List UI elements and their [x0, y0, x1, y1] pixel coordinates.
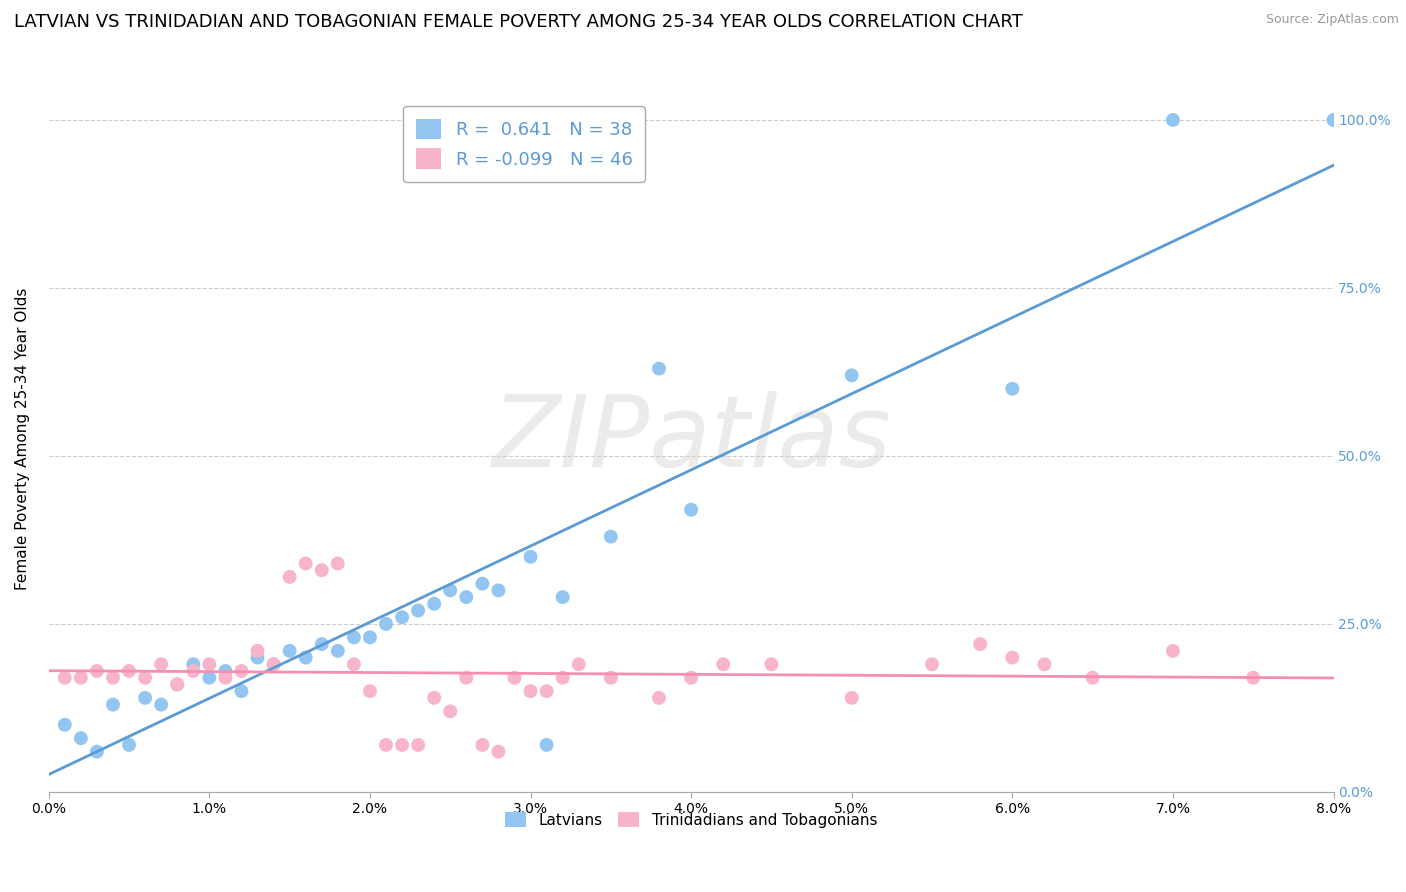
Point [921, 657, 943, 672]
Point [134, 690, 156, 705]
Point [150, 698, 173, 712]
Point [278, 570, 301, 584]
Point [53, 718, 76, 732]
Point [841, 690, 863, 705]
Point [1001, 382, 1024, 396]
Point [101, 698, 124, 712]
Point [214, 664, 236, 678]
Point [1241, 671, 1264, 685]
Point [1033, 657, 1056, 672]
Point [359, 631, 381, 645]
Point [118, 664, 141, 678]
Point [1001, 650, 1024, 665]
Point [551, 671, 574, 685]
Point [536, 684, 558, 698]
Point [391, 738, 413, 752]
Point [599, 671, 621, 685]
Point [375, 738, 398, 752]
Point [969, 637, 991, 651]
Point [1161, 112, 1184, 127]
Point [456, 671, 478, 685]
Point [294, 557, 316, 571]
Point [761, 657, 783, 672]
Point [1322, 112, 1344, 127]
Point [711, 657, 734, 672]
Point [343, 657, 366, 672]
Point [486, 583, 509, 598]
Point [118, 738, 141, 752]
Point [198, 657, 221, 672]
Point [648, 361, 671, 376]
Point [263, 657, 285, 672]
Point [326, 557, 349, 571]
Point [1081, 671, 1104, 685]
Point [214, 671, 236, 685]
Point [278, 644, 301, 658]
Point [471, 738, 494, 752]
Point [486, 745, 509, 759]
Point [648, 690, 671, 705]
Point [150, 657, 173, 672]
Point [86, 745, 108, 759]
Point [375, 617, 398, 632]
Point [536, 738, 558, 752]
Point [86, 664, 108, 678]
Point [294, 650, 316, 665]
Point [198, 671, 221, 685]
Point [70, 671, 93, 685]
Point [311, 637, 333, 651]
Point [181, 657, 204, 672]
Point [326, 644, 349, 658]
Point [231, 684, 253, 698]
Point [53, 671, 76, 685]
Text: ZIPatlas: ZIPatlas [491, 391, 891, 488]
Point [311, 563, 333, 577]
Text: LATVIAN VS TRINIDADIAN AND TOBAGONIAN FEMALE POVERTY AMONG 25-34 YEAR OLDS CORRE: LATVIAN VS TRINIDADIAN AND TOBAGONIAN FE… [14, 13, 1022, 31]
Text: Source: ZipAtlas.com: Source: ZipAtlas.com [1265, 13, 1399, 27]
Point [519, 684, 541, 698]
Point [841, 368, 863, 383]
Point [681, 502, 703, 516]
Point [423, 597, 446, 611]
Point [551, 590, 574, 604]
Point [1161, 644, 1184, 658]
Point [503, 671, 526, 685]
Point [246, 650, 269, 665]
Point [166, 677, 188, 691]
Legend: Latvians, Trinidadians and Tobagonians: Latvians, Trinidadians and Tobagonians [499, 805, 883, 834]
Point [391, 610, 413, 624]
Point [70, 731, 93, 746]
Point [101, 671, 124, 685]
Point [231, 664, 253, 678]
Y-axis label: Female Poverty Among 25-34 Year Olds: Female Poverty Among 25-34 Year Olds [15, 288, 30, 591]
Point [181, 664, 204, 678]
Point [423, 690, 446, 705]
Point [568, 657, 591, 672]
Point [134, 671, 156, 685]
Point [359, 684, 381, 698]
Point [519, 549, 541, 564]
Point [263, 657, 285, 672]
Point [456, 590, 478, 604]
Point [406, 603, 429, 617]
Point [343, 631, 366, 645]
Point [166, 677, 188, 691]
Point [439, 583, 461, 598]
Point [439, 704, 461, 718]
Point [406, 738, 429, 752]
Point [471, 576, 494, 591]
Point [681, 671, 703, 685]
Point [599, 530, 621, 544]
Point [246, 644, 269, 658]
